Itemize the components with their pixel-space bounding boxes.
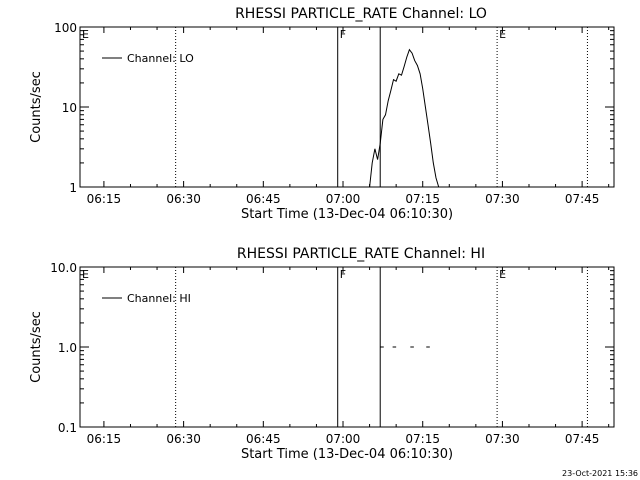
- marker-label: F: [340, 28, 346, 41]
- plot-frame: [79, 266, 615, 428]
- marker-label: E: [82, 28, 89, 41]
- x-tick-label: 06:45: [246, 432, 281, 446]
- x-tick-label: 07:00: [326, 192, 361, 206]
- x-tick-label: 06:45: [246, 192, 281, 206]
- y-tick-label: 10: [62, 101, 77, 115]
- x-tick-label: 07:15: [405, 192, 440, 206]
- legend-entry: Channel: HI: [127, 292, 191, 305]
- marker-label: E: [499, 28, 506, 41]
- series-line: [369, 48, 440, 188]
- x-tick-label: 07:45: [565, 432, 600, 446]
- x-tick-label: 07:00: [326, 432, 361, 446]
- chart-title: RHESSI PARTICLE_RATE Channel: HI: [237, 246, 485, 262]
- marker-label: F: [340, 268, 346, 281]
- y-axis-label: Counts/sec: [29, 311, 44, 383]
- x-axis-label: Start Time (13-Dec-04 06:10:30): [241, 447, 453, 462]
- x-tick-label: 06:30: [166, 432, 201, 446]
- x-tick-label: 07:45: [565, 192, 600, 206]
- marker-label: E: [499, 268, 506, 281]
- legend-entry: Channel: LO: [127, 52, 194, 65]
- chart-title: RHESSI PARTICLE_RATE Channel: LO: [235, 6, 487, 22]
- x-tick-label: 07:30: [485, 192, 520, 206]
- y-tick-label: 1.0: [58, 341, 77, 355]
- y-tick-label: 10.0: [50, 261, 77, 275]
- x-tick-label: 06:30: [166, 192, 201, 206]
- x-tick-label: 06:15: [87, 432, 122, 446]
- x-tick-label: 07:15: [405, 432, 440, 446]
- x-tick-label: 06:15: [87, 192, 122, 206]
- x-tick-label: 07:30: [485, 432, 520, 446]
- marker-label: E: [82, 268, 89, 281]
- panel-lo-channel: RHESSI PARTICLE_RATE Channel: LO 06:15 06:…: [29, 6, 615, 222]
- panel-hi-channel: RHESSI PARTICLE_RATE Channel: HI 06:15 06:…: [29, 246, 615, 462]
- x-axis-label: Start Time (13-Dec-04 06:10:30): [241, 207, 453, 222]
- footer-timestamp: 23-Oct-2021 15:36: [562, 469, 638, 478]
- y-axis-label: Counts/sec: [29, 71, 44, 143]
- y-tick-label: 100: [54, 21, 77, 35]
- plot-frame: [79, 26, 615, 188]
- y-tick-label: 1: [69, 181, 77, 195]
- y-tick-label: 0.1: [58, 421, 77, 435]
